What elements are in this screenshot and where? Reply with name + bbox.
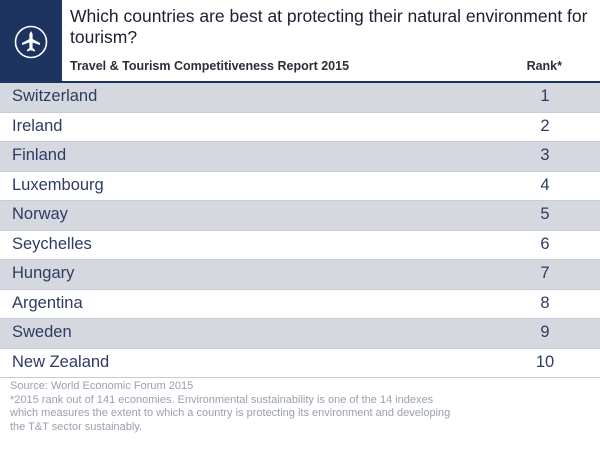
header-divider: [0, 81, 600, 83]
rank-value: 1: [540, 87, 550, 105]
country-name: New Zealand: [12, 352, 110, 371]
country-name: Norway: [12, 205, 68, 223]
icon-box: [0, 0, 62, 83]
rank-column-header: Rank*: [526, 59, 562, 73]
rank-value: 10: [535, 352, 555, 371]
chart-subtitle: Travel & Tourism Competitiveness Report …: [70, 59, 350, 73]
table-row: Switzerland 1: [0, 83, 600, 113]
airplane-icon: [14, 25, 48, 58]
footnote-line: which measures the extent to which a cou…: [10, 407, 451, 419]
country-name: Argentina: [12, 293, 83, 312]
table-row: Seychelles 6: [0, 230, 600, 260]
table-row: Ireland 2: [0, 112, 600, 142]
footnote-line: *2015 rank out of 141 economies. Environ…: [10, 393, 434, 406]
rank-value: 3: [540, 146, 550, 164]
rank-value: 4: [540, 175, 550, 194]
table-row: Hungary 7: [0, 260, 600, 290]
header: Which countries are best at protecting t…: [0, 0, 600, 83]
table-row: Argentina 8: [0, 289, 600, 319]
footnote-line: the T&T sector sustainably.: [10, 420, 143, 433]
country-name: Finland: [12, 146, 67, 164]
table-row: Luxembourg 4: [0, 171, 600, 201]
rank-value: 7: [540, 264, 550, 282]
rank-value: 8: [540, 293, 550, 312]
ranking-table: Switzerland 1 Ireland 2 Finland 3 Luxembourg 4 N…: [0, 83, 600, 378]
country-name: Switzerland: [12, 87, 98, 105]
country-name: Luxembourg: [12, 175, 104, 194]
country-name: Ireland: [12, 116, 63, 135]
rank-value: 2: [540, 116, 550, 135]
country-name: Hungary: [12, 264, 75, 282]
rank-value: 5: [540, 205, 550, 223]
rank-value: 9: [540, 323, 550, 341]
chart-title: Which countries are best at protecting t…: [70, 6, 588, 47]
country-name: Sweden: [12, 323, 72, 341]
table-row: Norway 5: [0, 201, 600, 231]
table-row: Sweden 9: [0, 319, 600, 349]
source-note: Source: World Economic Forum 2015: [10, 380, 194, 392]
table-row: New Zealand 10: [0, 348, 600, 378]
rank-value: 6: [540, 234, 550, 253]
footer: Source: World Economic Forum 2015 *2015 …: [10, 380, 570, 434]
country-name: Seychelles: [12, 234, 92, 253]
table-row: Finland 3: [0, 142, 600, 172]
